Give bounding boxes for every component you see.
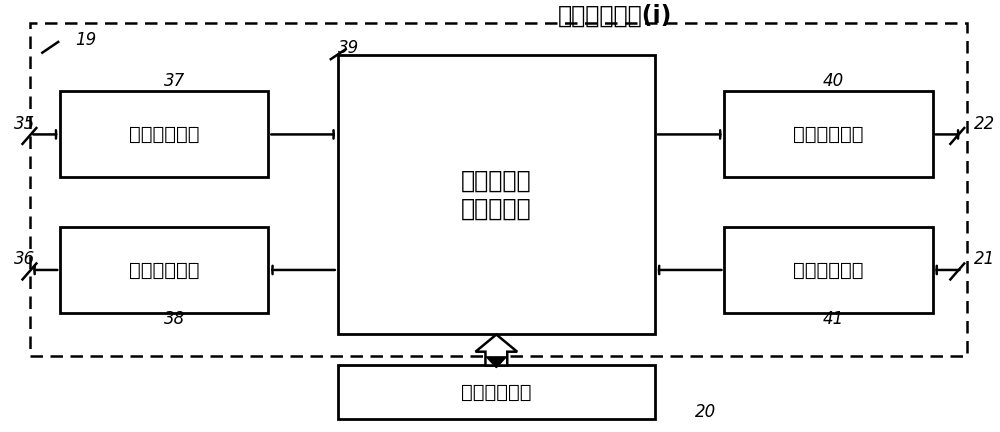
Text: 39: 39 (338, 39, 359, 57)
Bar (60, 92, 268, 178)
Bar (724, 92, 933, 178)
Bar (338, 365, 655, 419)
Text: 命令发送模块: 命令发送模块 (793, 125, 864, 144)
Text: 数据传输模块(i): 数据传输模块(i) (558, 4, 672, 28)
Text: 数据接收模块: 数据接收模块 (793, 260, 864, 280)
Bar (60, 227, 268, 313)
Text: 36: 36 (14, 250, 35, 268)
Text: 数据发送模块: 数据发送模块 (129, 260, 200, 280)
Text: 38: 38 (164, 311, 185, 328)
Text: 22: 22 (974, 114, 995, 133)
Text: 命令接收模块: 命令接收模块 (129, 125, 200, 144)
Text: 数据传输模
块处理中心: 数据传输模 块处理中心 (461, 169, 532, 221)
Bar (724, 227, 933, 313)
Text: 40: 40 (823, 72, 844, 90)
Polygon shape (486, 357, 506, 368)
Text: 21: 21 (974, 250, 995, 268)
Bar (30, 22, 967, 356)
Text: 35: 35 (14, 114, 35, 133)
Text: 41: 41 (823, 311, 844, 328)
Text: 20: 20 (695, 403, 716, 421)
Text: 37: 37 (164, 72, 185, 90)
Text: 信号采集模块: 信号采集模块 (461, 383, 532, 402)
Polygon shape (476, 334, 517, 365)
Bar (338, 55, 655, 334)
Text: 19: 19 (75, 31, 96, 49)
